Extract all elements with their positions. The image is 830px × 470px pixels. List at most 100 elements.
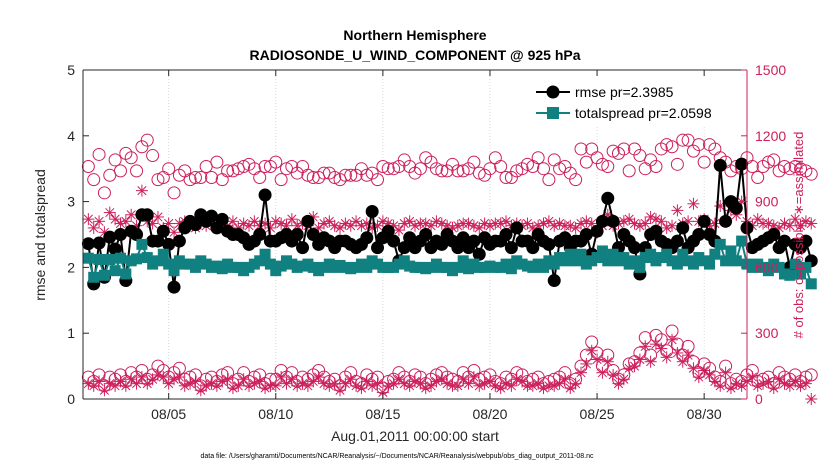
assimilated-point — [649, 213, 662, 226]
assimilated_low-point — [350, 379, 363, 392]
possible-point — [563, 166, 577, 180]
assimilated_low-point — [210, 379, 223, 392]
y-right-tick-label: 600 — [755, 259, 779, 275]
assimilated-point — [226, 215, 239, 228]
assimilated_low-point — [296, 377, 309, 390]
assimilated_low-point — [130, 377, 143, 390]
x-tick-label: 08/10 — [258, 406, 293, 422]
possible-point — [253, 170, 267, 184]
assimilated_low-point — [226, 382, 239, 395]
assimilated-point — [291, 219, 304, 232]
assimilated_low-point — [639, 340, 652, 353]
possible-point — [344, 168, 358, 182]
assimilated_low-point — [317, 377, 330, 390]
totalspread-point — [131, 253, 143, 265]
possible-point — [483, 162, 497, 176]
assimilated_low-point — [537, 382, 550, 395]
legend-rmse-label: rmse pr=2.3985 — [575, 84, 674, 100]
assimilated-point — [403, 215, 416, 228]
rmse-point — [676, 221, 690, 235]
totalspread-point — [548, 258, 560, 270]
totalspread-point — [136, 238, 148, 250]
totalspread-point — [559, 255, 571, 267]
rmse-point — [601, 191, 615, 205]
possible-point — [751, 170, 765, 184]
totalspread-point — [671, 258, 683, 270]
assimilated-point — [125, 208, 138, 221]
possible-point — [772, 164, 786, 178]
possible-point — [113, 164, 127, 178]
chart-title-line-1: Northern Hemisphere — [343, 27, 486, 43]
assimilated_low-point — [237, 373, 250, 386]
rmse-point — [140, 208, 154, 222]
assimilated-point — [339, 217, 352, 230]
assimilated_low-point — [451, 379, 464, 392]
assimilated_low-point — [323, 379, 336, 392]
possible-point — [451, 164, 465, 178]
rmse-point — [253, 228, 267, 241]
possible-point — [697, 155, 711, 169]
rmse-point — [156, 224, 170, 238]
rmse-point — [205, 209, 219, 223]
chart-title-line-2: RADIOSONDE_U_WIND_COMPONENT @ 925 hPa — [249, 47, 580, 63]
possible-point — [349, 168, 363, 182]
assimilated-point — [328, 219, 341, 232]
x-tick-label: 08/20 — [472, 406, 507, 422]
totalspread-point — [736, 235, 748, 247]
rmse-point — [381, 224, 395, 238]
assimilated-point — [789, 213, 802, 226]
assimilated_low-point — [473, 379, 486, 392]
y-right-tick-label: 900 — [755, 194, 779, 210]
assimilated_low-point — [382, 379, 395, 392]
assimilated_low-point — [291, 379, 304, 392]
assimilated-point — [805, 217, 818, 230]
possible-point — [574, 142, 588, 156]
assimilated_low-point — [467, 371, 480, 384]
possible-point — [146, 149, 160, 163]
totalspread-point — [82, 252, 94, 264]
rmse-point — [151, 234, 165, 248]
possible-point — [328, 170, 342, 184]
possible-point — [456, 164, 470, 178]
assimilated-point — [269, 215, 282, 228]
possible-point — [531, 151, 545, 165]
assimilated_low-point — [628, 360, 641, 373]
assimilated_low-point — [714, 379, 727, 392]
assimilated-point — [451, 219, 464, 232]
possible-point — [617, 142, 631, 156]
totalspread-point — [157, 248, 169, 260]
assimilated_low-point — [489, 379, 502, 392]
rmse-point — [397, 241, 411, 255]
assimilated_low-point — [285, 373, 298, 386]
possible-point — [745, 160, 759, 174]
rmse-point — [456, 231, 470, 245]
rmse-point — [419, 228, 433, 241]
assimilated-point — [409, 219, 421, 232]
assimilated_low-point — [591, 353, 604, 366]
x-tick-label: 08/25 — [580, 406, 615, 422]
possible-point — [269, 155, 283, 169]
totalspread-point — [725, 245, 737, 257]
assimilated_low-point — [205, 377, 218, 390]
assimilated_low-point — [505, 379, 518, 392]
assimilated-point — [82, 213, 95, 226]
possible-point — [210, 155, 224, 169]
assimilated-point — [317, 217, 330, 230]
assimilated_low-point — [558, 373, 571, 386]
rmse-point — [719, 214, 733, 228]
assimilated_low-point — [178, 379, 191, 392]
rmse-point — [108, 242, 122, 256]
rmse-point — [167, 280, 181, 294]
totalspread-point — [704, 258, 716, 270]
assimilated-point — [633, 219, 646, 232]
totalspread-point — [773, 261, 785, 273]
assimilated_low-point — [184, 377, 197, 390]
assimilated-point — [767, 219, 780, 232]
rmse-point — [558, 231, 572, 245]
totalspread-point — [114, 252, 126, 264]
assimilated-point — [376, 215, 389, 228]
totalspread-point — [452, 261, 464, 273]
assimilated-point — [344, 219, 357, 232]
possible-point — [183, 173, 197, 187]
possible-point — [644, 153, 658, 167]
